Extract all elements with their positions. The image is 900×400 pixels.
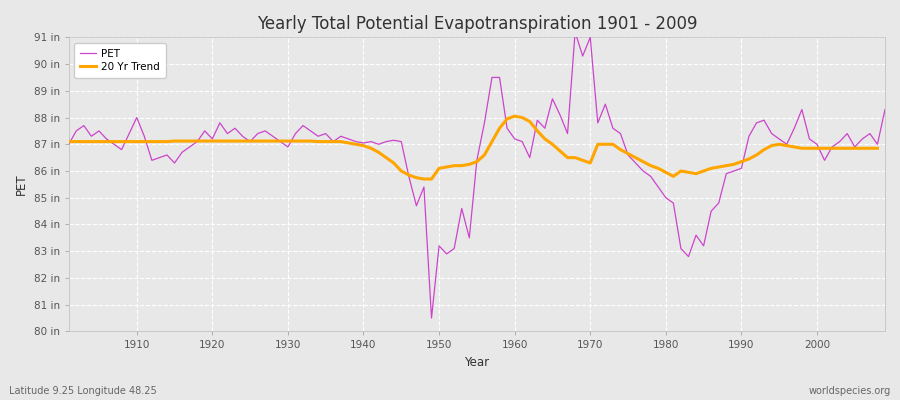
20 Yr Trend: [721, 163, 732, 168]
PET: [517, 139, 527, 144]
PET: [509, 136, 520, 141]
Text: Latitude 9.25 Longitude 48.25: Latitude 9.25 Longitude 48.25: [9, 386, 157, 396]
Text: worldspecies.org: worldspecies.org: [809, 386, 891, 396]
Y-axis label: PET: PET: [15, 174, 28, 195]
PET: [336, 134, 346, 139]
Title: Yearly Total Potential Evapotranspiration 1901 - 2009: Yearly Total Potential Evapotranspiratio…: [256, 15, 698, 33]
PET: [570, 30, 580, 34]
PET: [615, 131, 626, 136]
20 Yr Trend: [63, 139, 74, 144]
Line: 20 Yr Trend: 20 Yr Trend: [68, 116, 878, 179]
Line: PET: PET: [68, 32, 885, 318]
20 Yr Trend: [147, 139, 158, 144]
PET: [124, 131, 135, 136]
20 Yr Trend: [192, 139, 202, 144]
20 Yr Trend: [774, 142, 785, 147]
20 Yr Trend: [509, 114, 520, 119]
20 Yr Trend: [418, 177, 429, 182]
PET: [879, 107, 890, 112]
PET: [426, 316, 436, 320]
20 Yr Trend: [872, 146, 883, 151]
20 Yr Trend: [449, 163, 460, 168]
20 Yr Trend: [789, 144, 800, 149]
PET: [63, 142, 74, 147]
Legend: PET, 20 Yr Trend: PET, 20 Yr Trend: [74, 42, 166, 78]
PET: [290, 131, 301, 136]
X-axis label: Year: Year: [464, 356, 490, 369]
